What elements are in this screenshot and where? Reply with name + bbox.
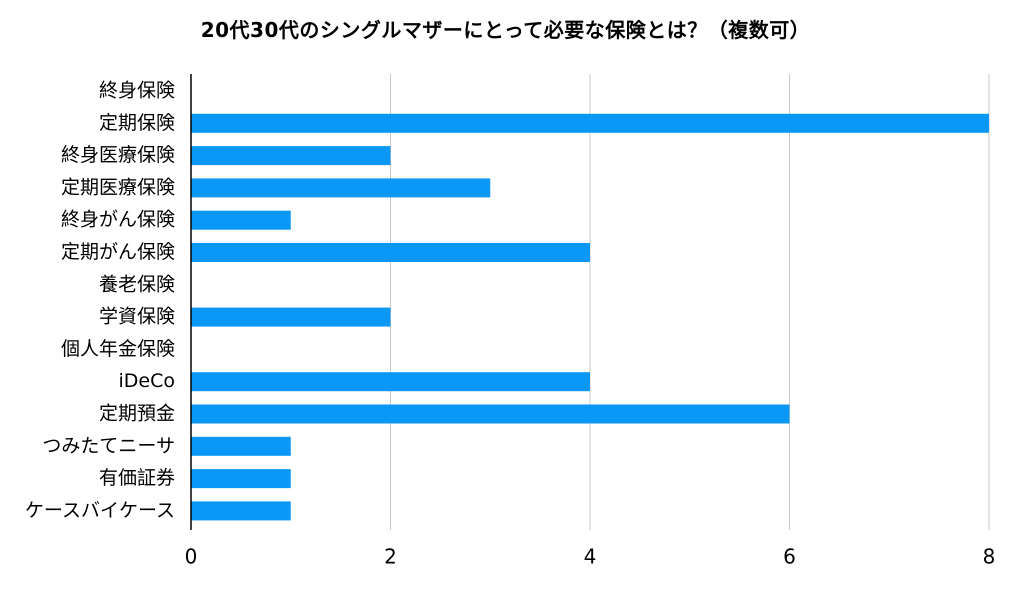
x-tick-label: 6 bbox=[783, 545, 796, 569]
category-label: 定期医療保険 bbox=[61, 176, 175, 198]
bar-14 bbox=[191, 501, 291, 521]
category-label: ケースバイケース bbox=[25, 499, 175, 521]
tick-labels: 0 2 4 6 8 bbox=[185, 545, 996, 569]
chart-title: 20代30代のシングルマザーにとって必要な保険とは？（複数可） bbox=[200, 18, 811, 42]
category-label: 定期がん保険 bbox=[61, 241, 175, 263]
bars bbox=[191, 113, 989, 521]
bar-4 bbox=[191, 178, 491, 198]
x-tick-label: 2 bbox=[384, 545, 397, 569]
category-label: 定期預金 bbox=[99, 403, 175, 425]
category-label: 終身保険 bbox=[99, 80, 175, 102]
bar-12 bbox=[191, 436, 291, 456]
bar-13 bbox=[191, 469, 291, 489]
bar-6 bbox=[191, 243, 590, 262]
bar-2 bbox=[191, 113, 989, 133]
x-tick-label: 8 bbox=[983, 545, 996, 569]
bar-11 bbox=[191, 404, 790, 424]
category-label: 個人年金保険 bbox=[61, 338, 175, 360]
bar-3 bbox=[191, 146, 391, 166]
category-label: 定期保険 bbox=[99, 112, 175, 134]
category-label: つみたてニーサ bbox=[42, 435, 175, 457]
category-label: 学資保険 bbox=[99, 306, 175, 328]
x-tick-label: 0 bbox=[185, 545, 198, 569]
category-label: 養老保険 bbox=[99, 273, 175, 295]
gridlines bbox=[390, 74, 990, 530]
category-label: 終身医療保険 bbox=[61, 144, 175, 166]
category-label: iDeCo bbox=[119, 370, 176, 392]
bar-5 bbox=[191, 210, 291, 230]
category-labels: 終身保険定期保険終身医療保険定期医療保険終身がん保険定期がん保険養老保険学資保険… bbox=[25, 80, 175, 522]
x-tick-label: 4 bbox=[584, 545, 597, 569]
bar-8 bbox=[191, 307, 391, 327]
bar-10 bbox=[191, 372, 590, 392]
category-label: 有価証券 bbox=[99, 467, 175, 489]
category-label: 終身がん保険 bbox=[61, 209, 175, 231]
